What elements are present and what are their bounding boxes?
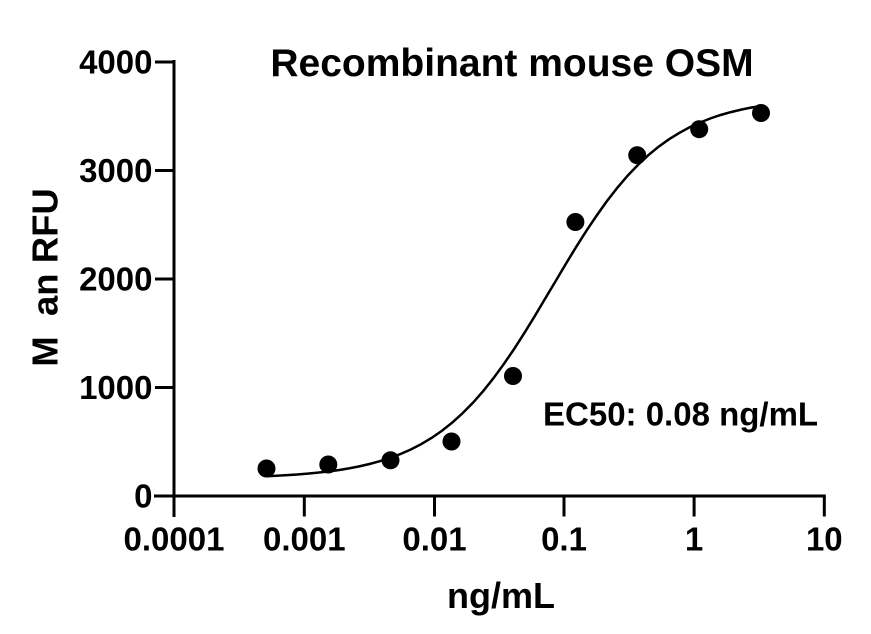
svg-text:2000: 2000 <box>79 261 152 298</box>
svg-text:0.1: 0.1 <box>541 521 587 558</box>
svg-text:0.01: 0.01 <box>402 521 466 558</box>
svg-text:3000: 3000 <box>79 152 152 189</box>
svg-text:0.0001: 0.0001 <box>124 521 225 558</box>
svg-text:1: 1 <box>685 521 703 558</box>
svg-text:ng/mL: ng/mL <box>447 575 555 616</box>
svg-text:4000: 4000 <box>79 44 152 81</box>
svg-text:Recombinant mouse OSM: Recombinant mouse OSM <box>270 42 753 85</box>
svg-text:0.001: 0.001 <box>263 521 346 558</box>
svg-text:10: 10 <box>806 521 843 558</box>
svg-text:Mean RFU: Mean RFU <box>25 188 66 366</box>
svg-text:1000: 1000 <box>79 369 152 406</box>
svg-text:EC50: 0.08 ng/mL: EC50: 0.08 ng/mL <box>543 396 818 433</box>
svg-text:0: 0 <box>134 478 152 515</box>
